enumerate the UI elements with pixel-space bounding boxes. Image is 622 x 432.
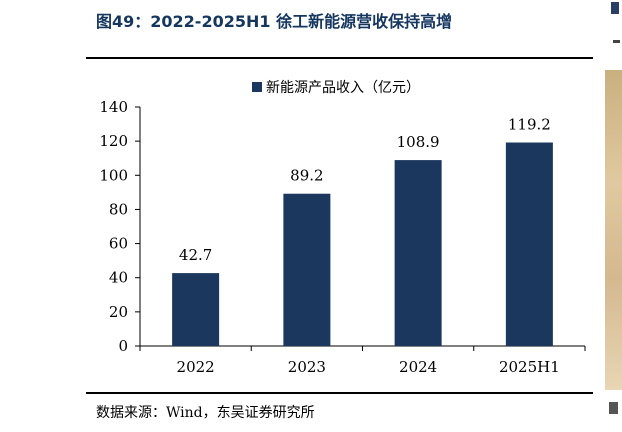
data-label: 108.9 bbox=[397, 133, 440, 151]
data-label: 119.2 bbox=[508, 116, 551, 134]
data-label: 42.7 bbox=[179, 246, 212, 264]
edge-mark bbox=[609, 402, 618, 414]
edge-image-band bbox=[605, 70, 622, 390]
figure-title: 图49：2022-2025H1 徐工新能源营收保持高增 bbox=[96, 12, 453, 31]
x-tick-label: 2025H1 bbox=[499, 358, 560, 376]
legend: 新能源产品收入（亿元） bbox=[252, 80, 420, 96]
source-note: 数据来源：Wind，东吴证券研究所 bbox=[96, 405, 315, 421]
y-tick-label: 80 bbox=[109, 200, 128, 218]
edge-mark bbox=[611, 2, 619, 14]
adjacent-page-edge bbox=[605, 0, 622, 432]
y-tick-label: 140 bbox=[99, 98, 128, 116]
bar bbox=[172, 273, 220, 346]
x-tick-label: 2023 bbox=[288, 358, 326, 376]
bar bbox=[283, 193, 331, 346]
x-tick-label: 2024 bbox=[399, 358, 437, 376]
top-rule bbox=[86, 57, 593, 59]
bar bbox=[505, 142, 553, 346]
y-tick-label: 20 bbox=[109, 303, 128, 321]
legend-swatch bbox=[252, 82, 262, 92]
edge-mark bbox=[613, 40, 620, 43]
bar-chart: 新能源产品收入（亿元） 0 20 40 60 80 100 120 140 2022 2023 20… bbox=[99, 80, 586, 376]
y-tick-label: 60 bbox=[109, 235, 128, 253]
axes: 0 20 40 60 80 100 120 140 2022 2023 2024 2025H1 bbox=[99, 98, 586, 376]
data-labels: 42.7 89.2 108.9 119.2 bbox=[179, 116, 551, 265]
legend-label: 新能源产品收入（亿元） bbox=[266, 80, 420, 96]
x-tick-label: 2022 bbox=[177, 358, 215, 376]
y-tick-label: 40 bbox=[109, 269, 128, 287]
bars bbox=[172, 142, 553, 346]
y-tick-label: 0 bbox=[118, 337, 128, 355]
bar bbox=[394, 160, 442, 346]
y-tick-label: 120 bbox=[99, 132, 128, 150]
data-label: 89.2 bbox=[290, 167, 323, 185]
y-tick-label: 100 bbox=[99, 166, 128, 184]
bottom-rule bbox=[86, 392, 593, 394]
